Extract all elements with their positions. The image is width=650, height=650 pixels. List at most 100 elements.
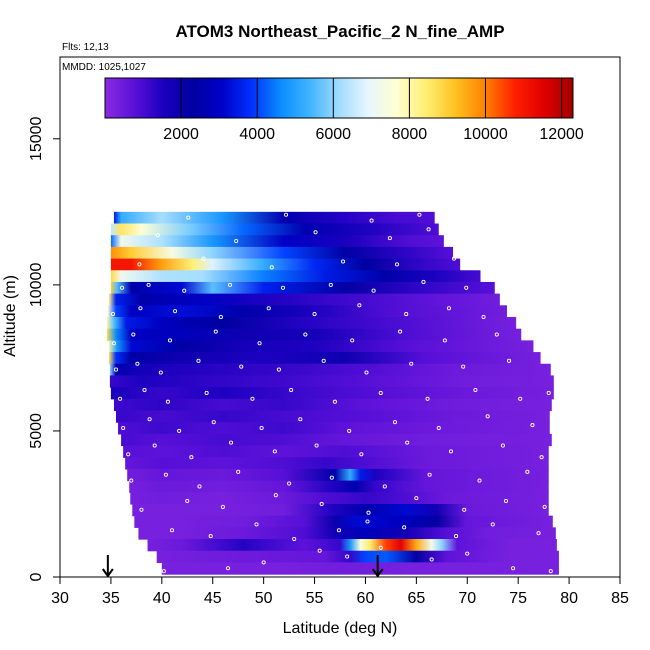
sample-point <box>336 528 342 533</box>
colorbar-tick-label: 4000 <box>239 126 275 143</box>
sample-point <box>152 443 157 448</box>
sample-point <box>503 498 509 504</box>
colorbar-tick-label: 8000 <box>392 126 428 143</box>
sample-point <box>328 282 333 287</box>
heatmap-band <box>123 445 549 458</box>
sample-point <box>392 420 398 425</box>
sample-point <box>454 534 459 539</box>
sample-point <box>511 566 516 571</box>
sample-point <box>259 425 264 431</box>
sample-point <box>276 367 281 372</box>
sample-point <box>298 417 303 422</box>
heatmap-band <box>108 293 500 306</box>
sample-point <box>227 282 233 287</box>
sample-point <box>254 522 259 527</box>
sample-point <box>126 452 131 457</box>
sample-point <box>280 285 286 290</box>
colorbar: 2000 4000 6000 8000 10000 12000 <box>104 77 584 143</box>
sample-point <box>473 387 478 393</box>
sample-point <box>536 531 541 536</box>
colorbar-ticks: 2000 4000 6000 8000 10000 12000 <box>163 78 584 143</box>
sample-point <box>465 551 470 556</box>
heatmap-band <box>110 387 554 400</box>
heatmap-bands <box>106 211 559 575</box>
sample-point <box>448 449 454 454</box>
heatmap-band <box>127 468 549 482</box>
sample-point <box>204 390 209 396</box>
x-tick-label: 40 <box>153 590 171 607</box>
heatmap-band <box>138 527 556 540</box>
heatmap-band <box>110 270 481 283</box>
x-tick-label: 65 <box>407 590 425 607</box>
sample-point <box>186 215 191 220</box>
heatmap-band <box>132 503 549 517</box>
flight-arrows <box>102 555 384 578</box>
sample-point <box>378 390 383 396</box>
y-tick-label: 5000 <box>28 413 45 449</box>
colorbar-tick-label: 2000 <box>163 126 199 143</box>
sample-point <box>451 256 457 261</box>
sample-point <box>359 452 364 457</box>
sample-point <box>172 309 178 314</box>
sample-point <box>129 478 134 483</box>
sample-point <box>481 314 486 320</box>
x-tick-label: 45 <box>204 590 222 607</box>
sample-point <box>289 387 294 393</box>
sample-point <box>113 367 119 372</box>
sample-point <box>329 475 334 480</box>
sample-point <box>425 396 430 401</box>
sample-point <box>429 557 434 562</box>
x-tick-label: 85 <box>611 590 629 607</box>
sample-point <box>236 469 241 474</box>
sample-point <box>120 285 125 290</box>
sample-point <box>165 399 170 404</box>
sample-point <box>366 510 371 515</box>
sample-point <box>357 303 362 308</box>
heatmap-band <box>108 340 534 353</box>
x-tick-label: 80 <box>560 590 578 607</box>
sample-point <box>464 285 469 290</box>
heatmap-band <box>110 258 461 271</box>
sample-point <box>539 455 544 460</box>
colorbar-gradient <box>104 77 574 119</box>
sample-point <box>211 420 216 425</box>
sample-point <box>398 329 403 334</box>
sample-point <box>442 338 447 343</box>
sample-point <box>421 279 426 284</box>
heatmap-band <box>147 539 557 552</box>
sample-point <box>266 306 271 311</box>
x-tick-label: 55 <box>306 590 324 607</box>
x-tick-label: 50 <box>255 590 273 607</box>
sample-point <box>409 361 414 366</box>
sample-point <box>313 230 318 235</box>
sample-point <box>196 358 201 363</box>
sample-point <box>347 428 352 433</box>
sample-point <box>234 238 239 244</box>
sample-point <box>228 440 234 445</box>
sample-point <box>208 534 213 539</box>
sample-point <box>500 443 505 448</box>
x-axis: 30 35 40 45 50 55 60 65 70 75 80 85 <box>51 577 629 607</box>
heatmap-band <box>161 562 559 575</box>
sample-point <box>185 498 190 504</box>
heatmap-band <box>106 328 522 341</box>
heatmap-band <box>108 352 541 365</box>
sample-point <box>446 306 452 311</box>
sample-point <box>138 306 143 311</box>
sample-point <box>494 332 499 337</box>
sample-point <box>312 312 317 317</box>
sample-point <box>257 341 262 346</box>
heatmap-band <box>125 457 549 470</box>
sample-point <box>272 449 277 454</box>
heatmap-band <box>107 305 507 318</box>
sample-point <box>189 455 194 460</box>
sample-point <box>340 259 346 264</box>
sample-point <box>436 425 441 431</box>
heatmap-band <box>156 550 559 563</box>
sample-point <box>292 536 297 542</box>
sample-point <box>369 218 374 223</box>
heatmap-band <box>110 235 444 248</box>
sample-point <box>518 396 523 401</box>
sample-point <box>534 341 539 346</box>
